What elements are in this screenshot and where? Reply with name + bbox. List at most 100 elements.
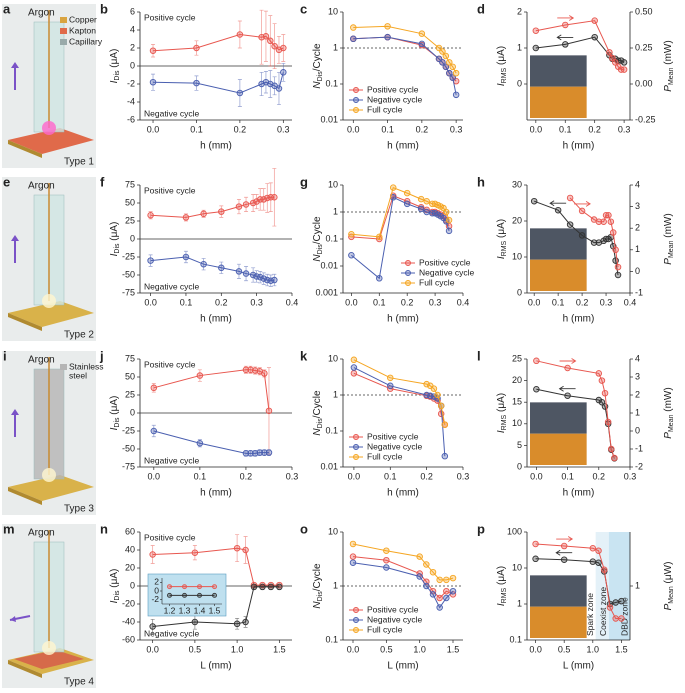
gas-label: Argon [28,528,55,539]
x-tick-label: 0.2 [420,471,433,481]
legend-swatch [60,28,67,34]
data-point [253,198,260,205]
data-point [193,44,200,52]
panel-letter: j [99,348,104,363]
axis-title-sub: Mean [668,586,675,604]
error-bar [219,205,224,218]
data-point [423,582,430,590]
y-tick-label: -50 [122,443,135,453]
data-point [167,592,172,598]
data-point [387,382,394,390]
data-point [218,208,225,215]
error-bar [263,10,268,62]
data-point [349,540,357,548]
axis-title-main: I [109,427,120,430]
data-point [384,23,391,30]
data-point [350,370,358,377]
data-point [423,561,430,568]
x-tick-label: 0.3 [429,297,442,307]
error-bar [244,266,249,282]
data-point [598,377,606,384]
y-tick-label: 6 [130,6,135,16]
x-tick-label: 0.5 [558,644,571,654]
data-point [423,380,430,388]
legend-marker [353,607,359,613]
data-point [430,385,438,392]
data-point [350,356,358,364]
axis-title-main: P [663,603,674,610]
data-point [150,384,158,392]
axis-arrow [549,200,567,207]
axis-title-main: I [496,256,507,259]
y2-tick-label: 3 [635,201,640,211]
flow-arrow-head [11,62,19,68]
series-line [353,25,457,74]
y-tick-label: 1 [517,598,522,608]
data-point [439,48,446,55]
y2-tick-label: 4 [635,353,640,363]
axis-title-main: I [109,253,120,256]
zone [595,532,609,640]
plate-edge [8,140,42,158]
x-tick-label: 0.0 [147,124,160,134]
y-tick-label: 0.1 [325,233,338,243]
error-bar [237,20,242,49]
axis-title-unit: /Cycle [312,216,323,244]
data-point [182,592,187,598]
flow-arrow-head [11,409,19,415]
y2-tick-label: 0.50 [635,6,653,16]
error-bar [251,194,256,212]
legend-text: Kapton [69,25,96,35]
error-bar [268,70,273,98]
data-point [149,623,156,630]
data-point [443,594,450,602]
data-point [591,17,598,24]
data-point [167,584,172,590]
data-point [564,392,571,399]
x-tick-label: 1.5 [615,644,628,654]
error-bar [258,188,263,211]
data-point [383,556,390,564]
legend-text: Positive cycle [367,431,419,441]
series-line [353,36,457,95]
x-tick-label: 0.4 [286,297,299,307]
axis-title: IRMS (μA) [496,393,508,433]
type-label: Type 3 [64,504,94,515]
data-point [150,427,158,435]
legend-text: Positive cycle [419,257,471,267]
axis-arrow [558,385,576,392]
axis-title-unit: (mW) [663,40,674,67]
x-tick-label: 0.5 [380,644,393,654]
series-line [535,558,622,605]
data-point [416,573,423,580]
data-point [350,24,357,31]
chart-panel: l 0 5 10 15 20 25 -2 -1 0 1 2 3 4 0.0 0.1 0.2 0.3 h (mm) IR… [477,348,675,498]
plate-edge [8,660,42,678]
error-bar [236,263,241,279]
y-tick-label: 0 [517,78,522,88]
data-point [197,592,202,598]
error-bar [183,250,188,264]
data-point [612,615,619,622]
error-bar [272,168,277,227]
series-line [352,543,454,581]
y-tick-label: 10 [328,353,338,363]
data-point [618,615,625,622]
data-point [436,594,443,602]
error-bar [261,272,266,285]
data-point [249,271,257,279]
data-point [265,449,273,456]
panel-letter: c [300,1,307,16]
data-point [560,556,568,563]
annotation: Negative cycle [144,455,200,465]
panel-letter: b [100,1,108,16]
x-tick-label: 0.0 [148,471,161,481]
axis-title: PMean (mW) [663,40,675,91]
data-point [606,49,613,56]
legend-text: Negative cycle [367,441,423,451]
axis-arrow [574,201,591,207]
data-point [443,208,450,216]
axis-title-unit: (μA) [496,46,507,68]
data-point [349,559,357,566]
data-point [417,205,425,213]
